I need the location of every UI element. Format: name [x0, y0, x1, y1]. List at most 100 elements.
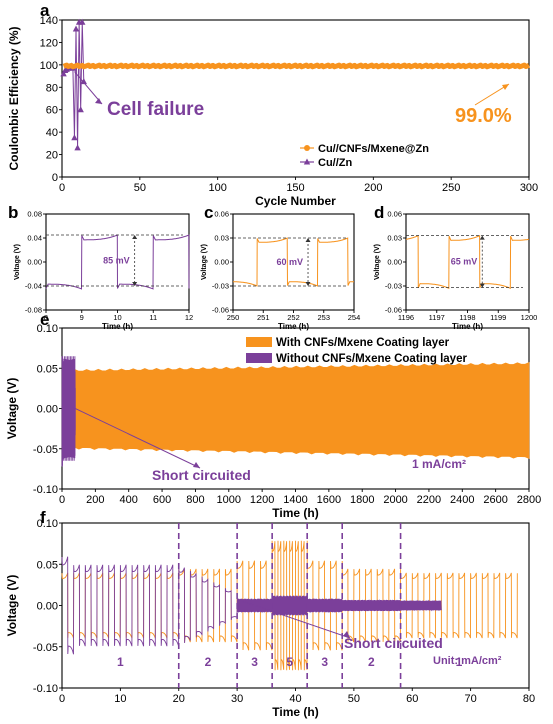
arrowhead-cell-failure: [95, 98, 102, 104]
voltage-trace: [233, 237, 354, 287]
rate-label: 1: [456, 655, 463, 669]
y-tick-label: 0.05: [37, 559, 58, 571]
triangle-marker-point: [77, 106, 84, 113]
x-tick-label: 250: [442, 182, 460, 194]
y-tick-label: -0.06: [385, 306, 402, 315]
rate-label: 2: [205, 655, 212, 669]
x-tick-label: 0: [59, 693, 65, 705]
rate-label: 1: [117, 655, 124, 669]
x-tick-label: 150: [286, 182, 304, 194]
y-tick-label: 0.06: [387, 210, 402, 219]
rate-label: 5: [286, 655, 293, 669]
arrowhead-short-circuited: [193, 462, 200, 468]
panel-a: 0 50 100 150 200 250 300 0 20 40 60 80 100 120 140 Cycl…: [7, 1, 538, 208]
x-tick-label: 1200: [250, 494, 274, 506]
y-tick-label: 140: [40, 15, 58, 27]
y-tick-label: 0.00: [27, 258, 42, 267]
x-tick-label: 2200: [417, 494, 441, 506]
x-tick-label: 30: [231, 693, 243, 705]
x-axis-label: Time (h): [272, 705, 318, 719]
panel-label: f: [40, 508, 46, 527]
panel-label: a: [40, 1, 50, 20]
arrowhead-efficiency: [502, 84, 509, 90]
y-tick-label: -0.05: [33, 642, 58, 654]
rate-label: 3: [251, 655, 258, 669]
y-tick-label: 40: [46, 127, 58, 139]
voltage-trace-purple: [61, 556, 442, 655]
y-tick-label: -0.08: [25, 306, 42, 315]
rate-label: 3: [321, 655, 328, 669]
x-tick-label: 1198: [459, 313, 475, 322]
voltage-span-label: 60 mV: [276, 257, 303, 267]
x-tick-label: 300: [520, 182, 538, 194]
triangle-marker-point: [60, 70, 67, 77]
y-tick-label: 100: [40, 60, 58, 72]
y-tick-label: 20: [46, 150, 58, 162]
y-tick-label: -0.10: [33, 683, 58, 695]
x-tick-label: 70: [465, 693, 477, 705]
y-tick-label: 0.06: [214, 210, 229, 219]
y-tick-label: 0.04: [27, 234, 42, 243]
y-tick-label: 0: [52, 172, 58, 184]
x-tick-label: 400: [120, 494, 138, 506]
arrow-short-circuited: [242, 600, 351, 639]
y-tick-label: -0.03: [385, 282, 402, 291]
legend-label-with-coating: With CNFs/Mxene Coating layer: [276, 337, 450, 349]
y-tick-label: -0.03: [212, 282, 229, 291]
y-axis-label: Voltage (V): [5, 575, 19, 637]
y-axis-label: Voltage (V): [14, 244, 21, 280]
legend-swatch-without-coating: [246, 353, 272, 363]
x-tick-label: 250: [227, 313, 240, 322]
x-tick-label: 253: [317, 313, 330, 322]
arrow-short-circuited: [71, 406, 201, 469]
arrow-efficiency: [474, 83, 510, 106]
x-tick-label: 11: [149, 313, 157, 322]
x-tick-label: 1200: [521, 313, 538, 322]
triangle-marker-point: [80, 78, 87, 85]
x-axis-label: Time (h): [272, 506, 318, 520]
x-tick-label: 9: [80, 313, 84, 322]
rate-label: 2: [368, 655, 375, 669]
x-tick-label: 251: [257, 313, 270, 322]
panel-label: e: [40, 310, 49, 329]
x-axis-label: Time (h): [278, 322, 309, 331]
span-arrowhead-down: [132, 282, 138, 286]
x-tick-label: 1196: [398, 313, 414, 322]
panel-label: c: [204, 203, 213, 222]
x-tick-label: 254: [348, 313, 361, 322]
x-tick-label: 2400: [450, 494, 474, 506]
annotation-efficiency: 99.0%: [455, 105, 512, 127]
x-tick-label: 2800: [517, 494, 541, 506]
x-tick-label: 252: [287, 313, 300, 322]
y-tick-label: 80: [46, 82, 58, 94]
triangle-marker-point: [72, 25, 80, 32]
y-tick-label: 0.00: [37, 601, 58, 613]
y-tick-label: 120: [40, 37, 58, 49]
legend-marker-orange: [304, 145, 310, 151]
panel-d: 1196 1197 1198 1199 1200 -0.06 -0.03 0.00 0.03 0.…: [374, 203, 537, 331]
y-tick-label: 0.10: [37, 323, 58, 335]
span-arrowhead-up: [305, 238, 311, 242]
x-tick-label: 12: [185, 313, 193, 322]
y-tick-label: 0.03: [214, 234, 229, 243]
x-tick-label: 1800: [350, 494, 374, 506]
y-axis-label: Voltage (V): [374, 244, 381, 280]
x-tick-label: 80: [523, 693, 535, 705]
y-tick-label: 0.00: [214, 258, 229, 267]
voltage-span-label: 65 mV: [451, 257, 478, 267]
x-tick-label: 1199: [490, 313, 506, 322]
y-axis-label: Coulombic Efficiency (%): [7, 26, 21, 170]
y-tick-label: 60: [46, 105, 58, 117]
span-arrowhead-down: [479, 283, 485, 288]
y-axis-label: Voltage (V): [5, 378, 19, 440]
x-tick-label: 1600: [317, 494, 341, 506]
x-tick-label: 10: [113, 313, 121, 322]
panel-e: 0 200 400 600 800 1000 1200 1400 1600 1800 2000 220…: [5, 310, 541, 520]
x-tick-label: 1000: [217, 494, 241, 506]
series-line-without-coating: [61, 356, 76, 467]
series-line-cuzn: [63, 22, 85, 148]
y-tick-label: 0.08: [27, 210, 42, 219]
x-tick-label: 1400: [283, 494, 307, 506]
y-tick-label: -0.06: [212, 306, 229, 315]
